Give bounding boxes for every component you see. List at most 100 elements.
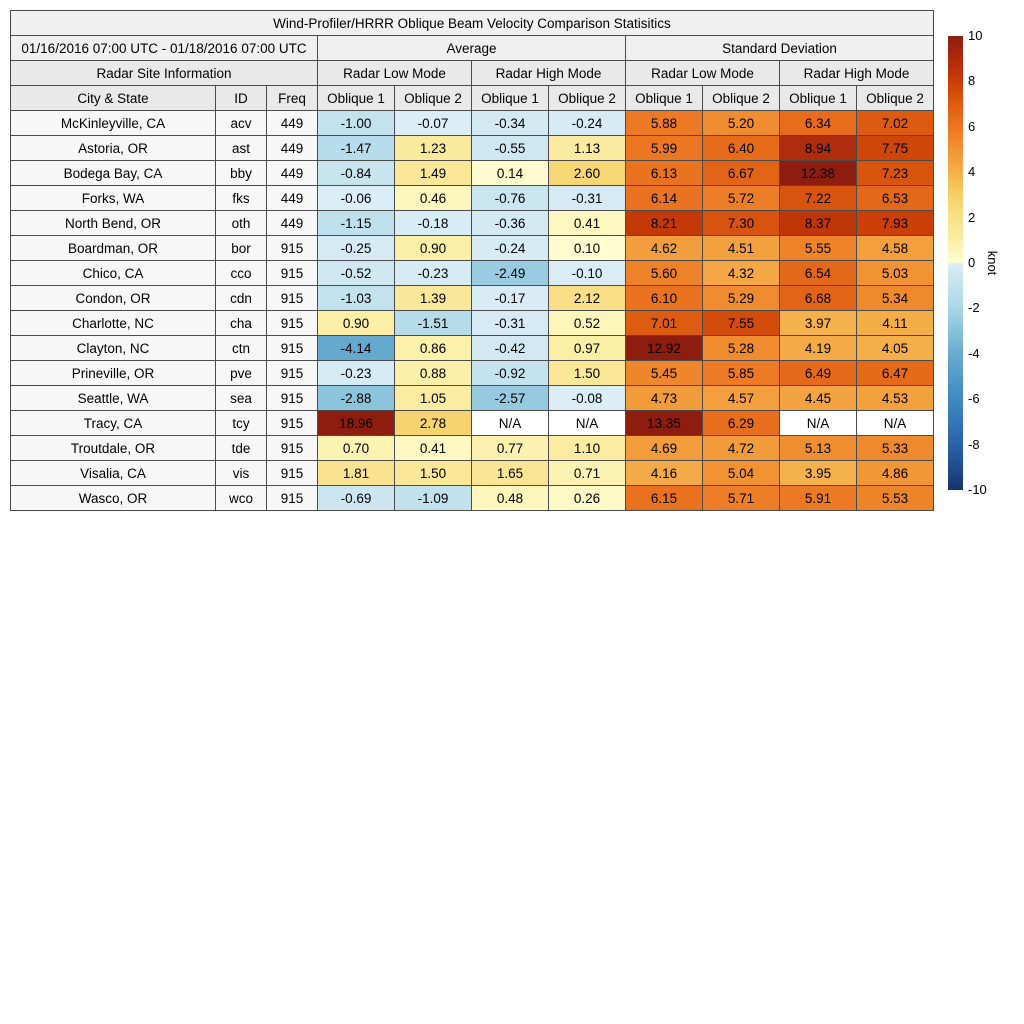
title-row: Wind-Profiler/HRRR Oblique Beam Velocity… [10,10,934,36]
value-cell: 3.97 [779,310,857,336]
id-cell: cdn [215,285,267,311]
site-info-header: Radar Site Information [10,60,318,86]
value-cell: 5.45 [625,360,703,386]
id-cell: cha [215,310,267,336]
value-cell: 5.99 [625,135,703,161]
value-cell: 0.71 [548,460,626,486]
value-cell: -1.00 [317,110,395,136]
table-row: Condon, OR cdn 915 -1.03 1.39 -0.17 2.12 6.10 5.… [10,285,934,311]
city-cell: Astoria, OR [10,135,216,161]
value-cell: 3.95 [779,460,857,486]
freq-cell: 915 [266,260,318,286]
col-header-oblique: Oblique 1 [779,85,857,111]
col-header-oblique: Oblique 2 [394,85,472,111]
freq-cell: 915 [266,435,318,461]
id-cell: sea [215,385,267,411]
value-cell: 4.11 [856,310,934,336]
colorbar-tick-label: 10 [968,28,983,43]
value-cell: 4.05 [856,335,934,361]
value-cell: 6.13 [625,160,703,186]
value-cell: 4.73 [625,385,703,411]
col-header-oblique: Oblique 2 [548,85,626,111]
freq-cell: 915 [266,460,318,486]
freq-cell: 915 [266,235,318,261]
table-row: Prineville, OR pve 915 -0.23 0.88 -0.92 1.50 5.… [10,360,934,386]
value-cell: 5.60 [625,260,703,286]
value-cell: 1.50 [394,460,472,486]
value-cell: 0.90 [394,235,472,261]
col-header-id: ID [215,85,267,111]
value-cell: 4.57 [702,385,780,411]
value-cell: 5.88 [625,110,703,136]
value-cell: 4.53 [856,385,934,411]
value-cell: 2.12 [548,285,626,311]
colorbar-tick-label: -2 [968,300,980,316]
table-row: North Bend, OR oth 449 -1.15 -0.18 -0.36 0.41 8… [10,210,934,236]
value-cell: 6.29 [702,410,780,436]
table-body: McKinleyville, CA acv 449 -1.00 -0.07 -0.34 -0… [10,110,934,511]
table-row: Forks, WA fks 449 -0.06 0.46 -0.76 -0.31 6.14 5.… [10,185,934,211]
mode-header-std-low: Radar Low Mode [625,60,780,86]
value-cell: 4.45 [779,385,857,411]
id-cell: tde [215,435,267,461]
value-cell: 0.41 [394,435,472,461]
value-cell: -0.08 [548,385,626,411]
city-cell: Boardman, OR [10,235,216,261]
colorbar-tick-label: -4 [968,345,980,361]
city-cell: Condon, OR [10,285,216,311]
colorbar-tick-label: 2 [968,209,976,225]
table-row: Astoria, OR ast 449 -1.47 1.23 -0.55 1.13 5.99 6… [10,135,934,161]
city-cell: Tracy, CA [10,410,216,436]
value-cell: -0.06 [317,185,395,211]
value-cell: 5.34 [856,285,934,311]
city-cell: Clayton, NC [10,335,216,361]
value-cell: 2.78 [394,410,472,436]
value-cell: 4.58 [856,235,934,261]
value-cell: 4.19 [779,335,857,361]
table-row: Wasco, OR wco 915 -0.69 -1.09 0.48 0.26 6.15 5.7… [10,485,934,511]
group-header-row: 01/16/2016 07:00 UTC - 01/18/2016 07:00 … [10,35,934,61]
value-cell: 4.32 [702,260,780,286]
value-cell: 5.29 [702,285,780,311]
col-header-oblique: Oblique 1 [471,85,549,111]
value-cell: 7.01 [625,310,703,336]
colorbar-tick-label: -10 [968,482,987,497]
value-cell: -1.15 [317,210,395,236]
freq-cell: 915 [266,310,318,336]
value-cell: 6.14 [625,185,703,211]
value-cell: 7.23 [856,160,934,186]
value-cell: 7.93 [856,210,934,236]
freq-cell: 449 [266,210,318,236]
freq-cell: 915 [266,360,318,386]
colorbar: 10 8 6 4 2 0 -2 -4 -6 -8 -10 knot [948,28,1024,497]
value-cell: 0.26 [548,485,626,511]
value-cell: 6.49 [779,360,857,386]
city-cell: Charlotte, NC [10,310,216,336]
value-cell: 7.55 [702,310,780,336]
colorbar-tick-label: 4 [968,164,976,180]
col-header-oblique: Oblique 1 [625,85,703,111]
value-cell: -1.51 [394,310,472,336]
value-cell: 5.04 [702,460,780,486]
colorbar-axis-label: knot [985,250,1000,276]
value-cell: 4.16 [625,460,703,486]
id-cell: cco [215,260,267,286]
value-cell: 1.39 [394,285,472,311]
value-cell: -0.18 [394,210,472,236]
value-cell: 7.22 [779,185,857,211]
value-cell: 0.52 [548,310,626,336]
colorbar-tick-label: 0 [968,255,976,270]
value-cell: 0.46 [394,185,472,211]
id-cell: pve [215,360,267,386]
value-cell: 5.33 [856,435,934,461]
table-row: Bodega Bay, CA bby 449 -0.84 1.49 0.14 2.60 6.1… [10,160,934,186]
value-cell: -0.36 [471,210,549,236]
value-cell: 12.92 [625,335,703,361]
id-cell: tcy [215,410,267,436]
value-cell: -0.23 [394,260,472,286]
freq-cell: 915 [266,285,318,311]
freq-cell: 915 [266,385,318,411]
city-cell: Prineville, OR [10,360,216,386]
city-cell: McKinleyville, CA [10,110,216,136]
value-cell: 8.21 [625,210,703,236]
